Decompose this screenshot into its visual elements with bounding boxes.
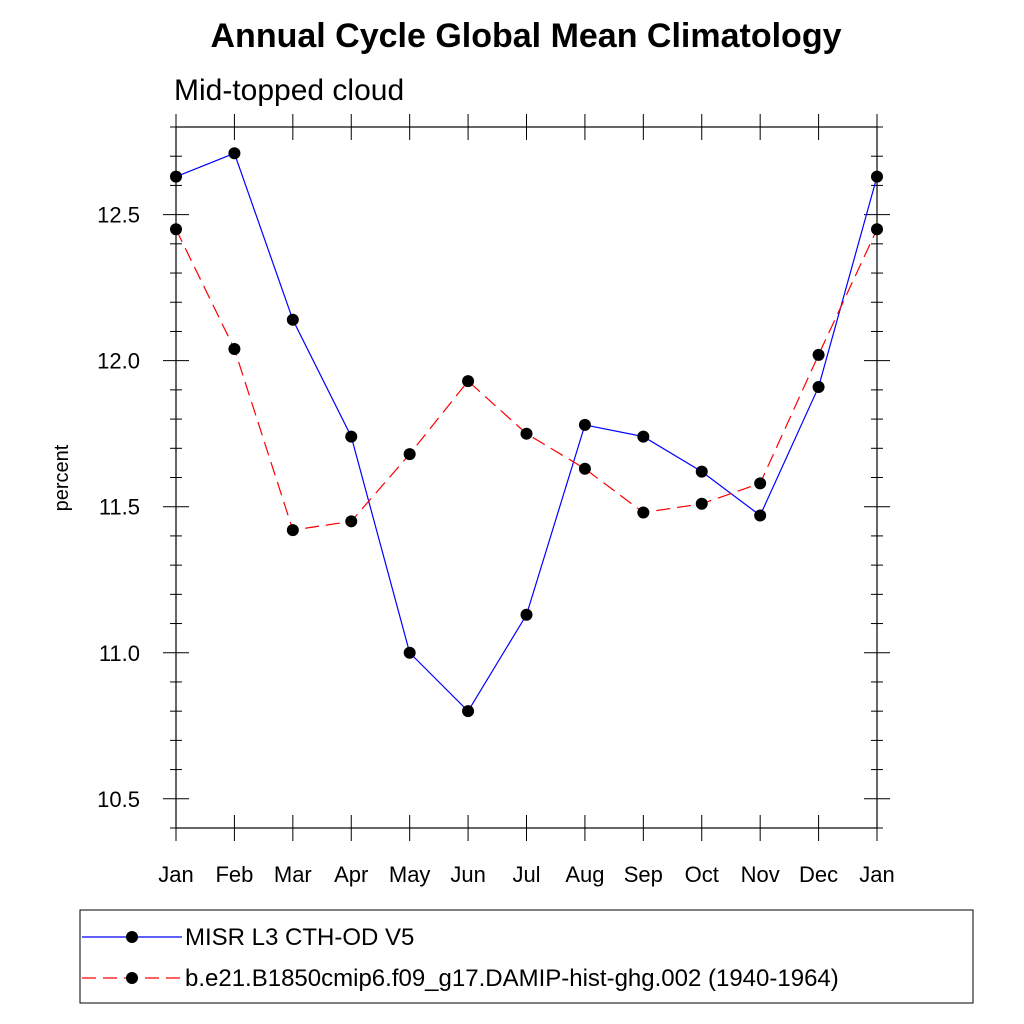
x-tick-label: Jan — [158, 862, 193, 887]
data-point — [520, 427, 533, 440]
data-point — [637, 506, 650, 519]
data-point — [754, 509, 767, 522]
legend-entry: b.e21.B1850cmip6.f09_g17.DAMIP-hist-ghg.… — [82, 965, 839, 992]
data-point — [403, 646, 416, 659]
data-point — [345, 430, 358, 443]
x-tick-label: Jan — [859, 862, 894, 887]
series-line — [175, 228, 878, 531]
data-point — [170, 170, 182, 183]
data-point — [462, 705, 475, 718]
x-tick-label: Mar — [274, 862, 312, 887]
y-tick-label: 11.5 — [99, 495, 140, 520]
x-tick-label: May — [389, 862, 431, 887]
legend-label: MISR L3 CTH-OD V5 — [185, 924, 414, 951]
data-point — [754, 477, 767, 490]
legend: MISR L3 CTH-OD V5 b.e21.B1850cmip6.f09_g1… — [79, 909, 974, 1004]
chart-title: Annual Cycle Global Mean Climatology — [211, 17, 842, 55]
data-point — [812, 380, 825, 393]
x-tick-label: Jun — [450, 862, 485, 887]
x-tick-label: Sep — [624, 862, 663, 887]
data-point — [812, 348, 825, 361]
data-point — [578, 462, 591, 475]
x-tick-label: Aug — [565, 862, 604, 887]
data-point — [695, 497, 708, 510]
y-tick-label: 12.0 — [97, 349, 140, 374]
data-point — [228, 342, 241, 355]
y-tick-label: 12.5 — [97, 203, 140, 228]
axes: Jan Feb Mar Apr May Jun Jul Aug Sep Oct Nov Dec Jan 1… — [97, 114, 895, 887]
legend-entry: MISR L3 CTH-OD V5 — [82, 924, 414, 951]
data-point — [637, 430, 650, 443]
legend-marker — [126, 972, 138, 984]
x-tick-label: Apr — [334, 862, 368, 887]
chart-subtitle: Mid-topped cloud — [174, 74, 404, 107]
y-tick-label: 10.5 — [97, 787, 140, 812]
x-tick-label: Jul — [512, 862, 540, 887]
data-point — [228, 147, 241, 160]
x-tick-label: Dec — [799, 862, 838, 887]
data-point — [462, 375, 475, 388]
series-layer — [170, 147, 883, 718]
data-point — [286, 313, 299, 326]
data-point — [403, 448, 416, 461]
legend-marker — [126, 931, 138, 943]
legend-label: b.e21.B1850cmip6.f09_g17.DAMIP-hist-ghg.… — [185, 965, 839, 992]
series-1 — [170, 147, 883, 718]
legend-box — [79, 909, 974, 1004]
data-point — [345, 515, 358, 528]
data-point — [695, 465, 708, 478]
data-point — [871, 170, 883, 183]
y-axis-label: percent — [51, 444, 73, 511]
x-tick-label: Oct — [685, 862, 719, 887]
data-point — [578, 418, 591, 431]
x-tick-label: Feb — [215, 862, 253, 887]
x-tick-label: Nov — [741, 862, 780, 887]
data-point — [286, 524, 299, 537]
data-point — [520, 608, 533, 621]
data-point — [170, 223, 182, 236]
data-point — [871, 223, 883, 236]
plot-frame — [175, 126, 878, 829]
series-2 — [170, 223, 883, 537]
y-tick-label: 11.0 — [99, 641, 140, 666]
